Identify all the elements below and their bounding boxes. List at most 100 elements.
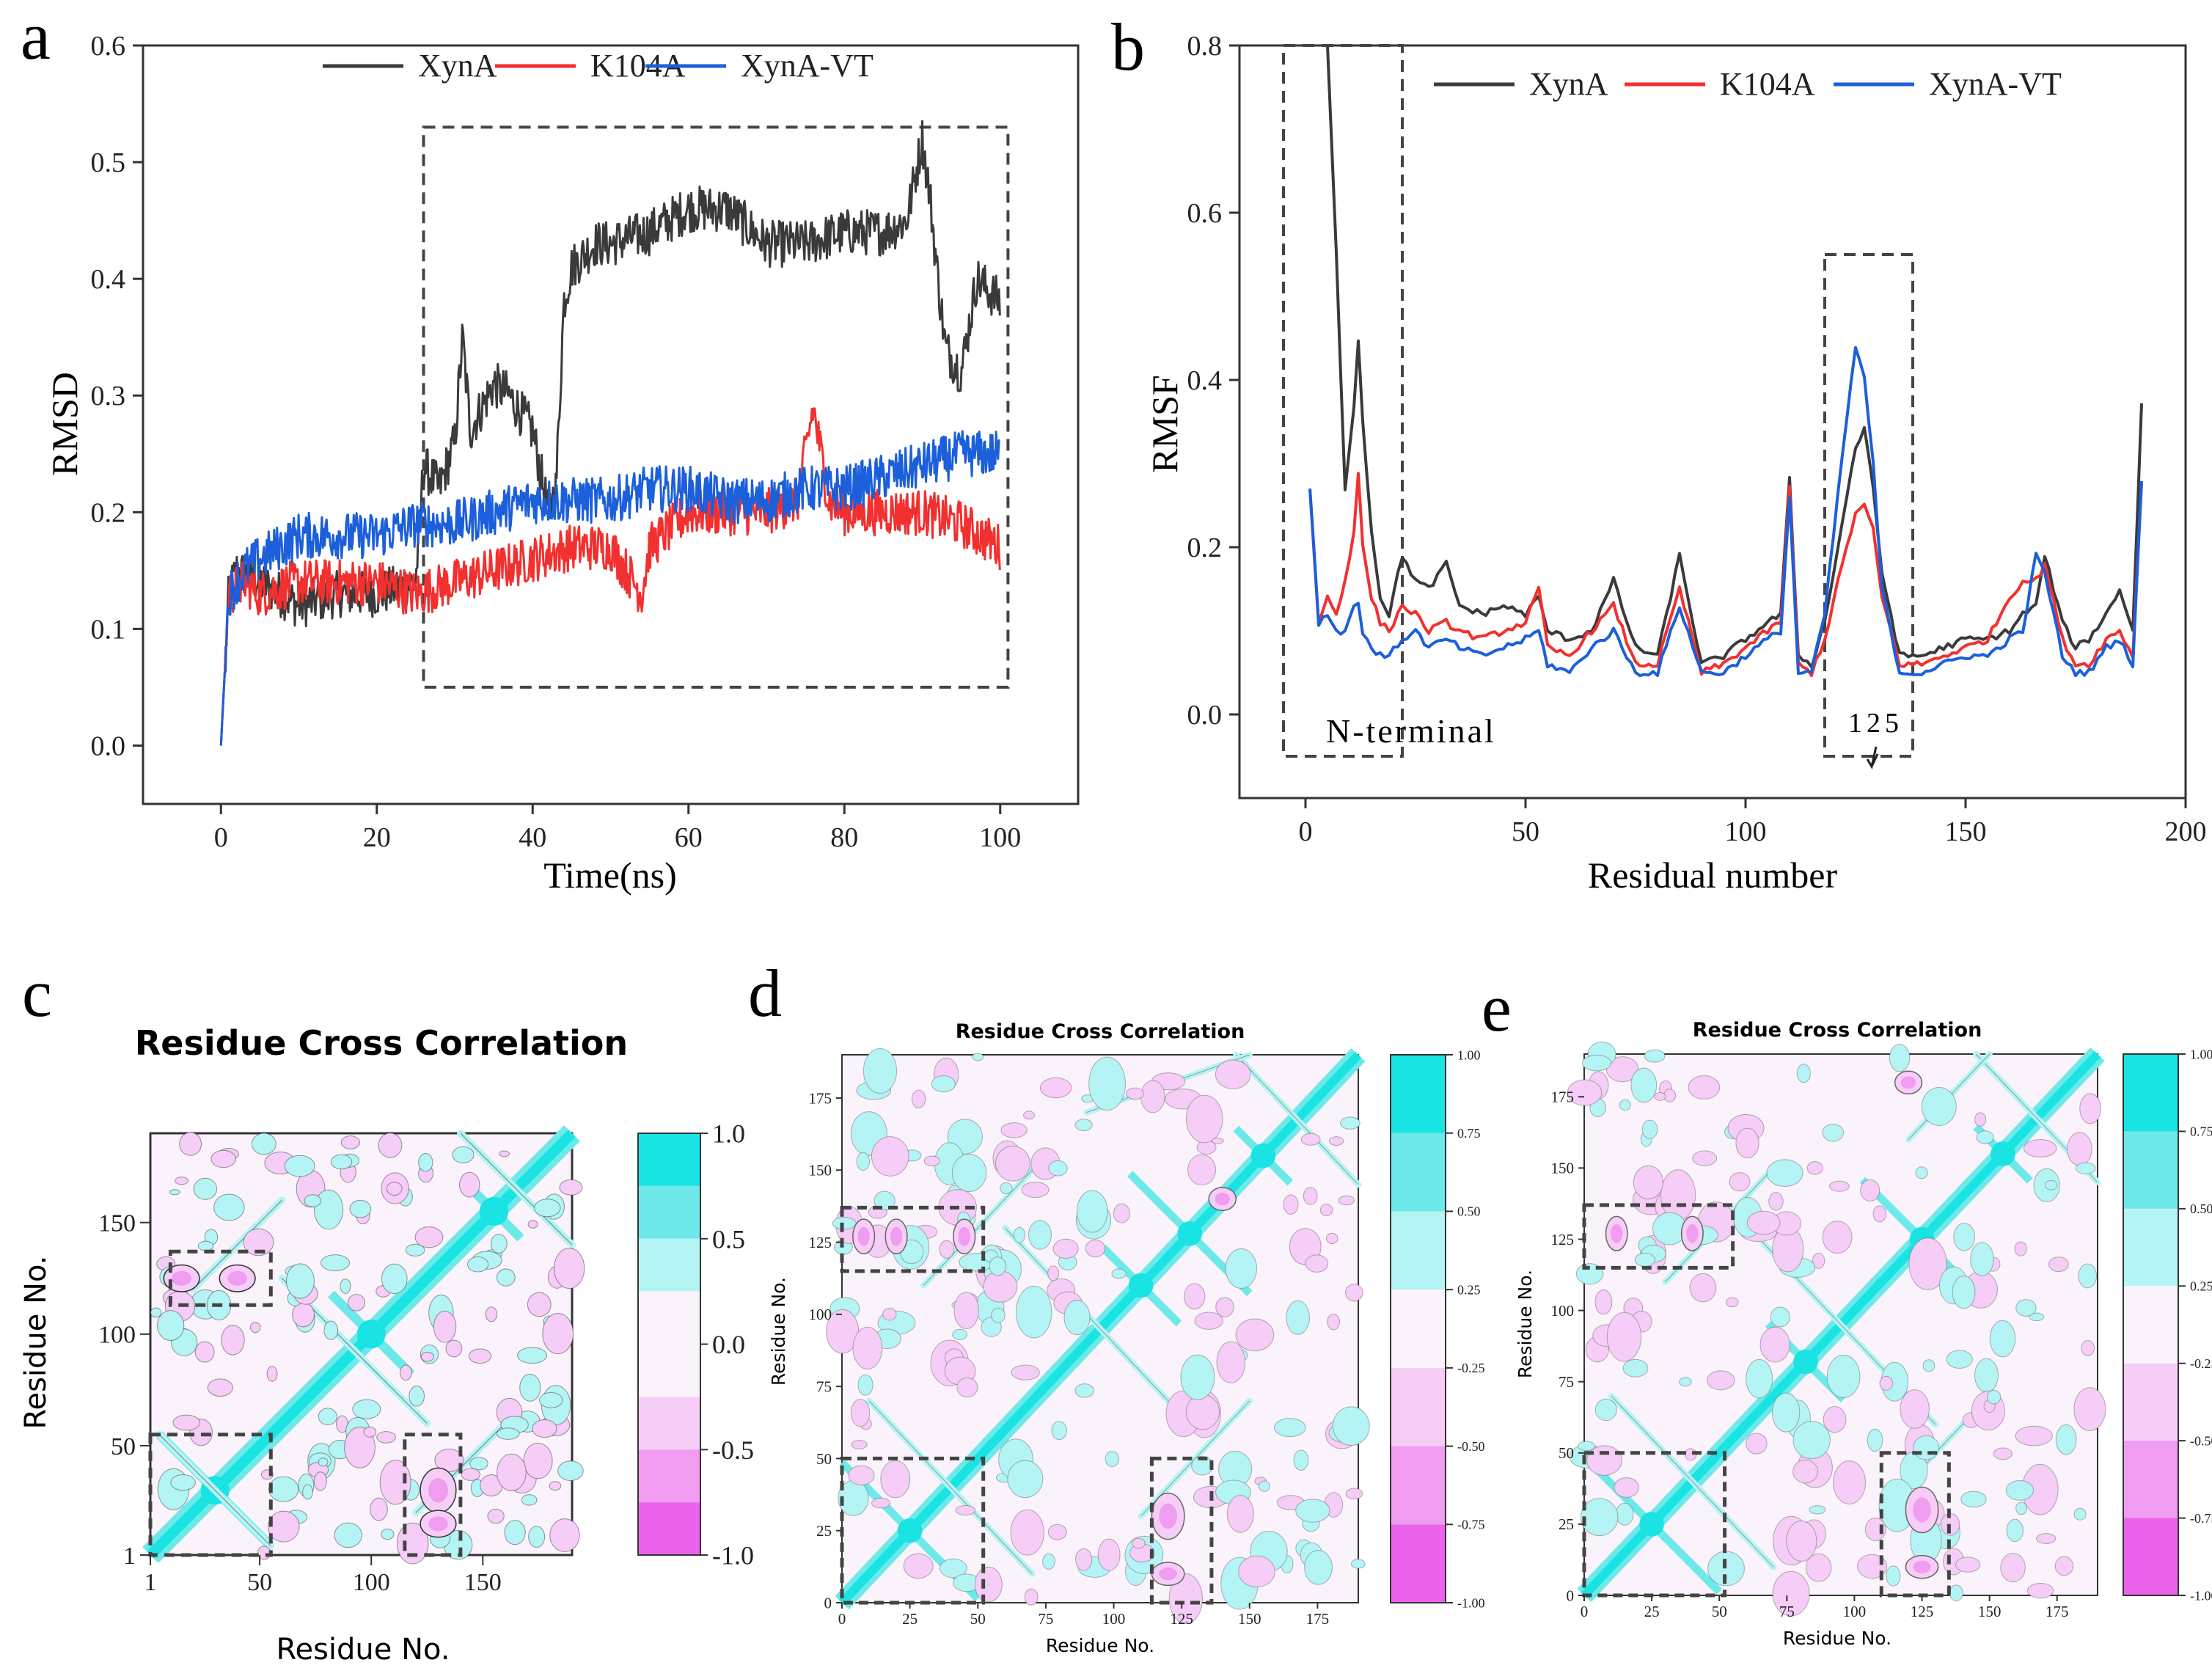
colorbar-segment	[1391, 1367, 1446, 1446]
x-tick-label: 25	[1644, 1603, 1660, 1620]
positive-patch	[1641, 1119, 1658, 1139]
negative-patch	[340, 1135, 361, 1149]
negative-patch	[1300, 1133, 1321, 1146]
correlation-hub	[479, 1196, 509, 1226]
negative-patch	[1606, 1312, 1642, 1362]
y-tick-label: 150	[809, 1162, 832, 1179]
negative-patch	[1768, 1192, 1784, 1211]
highlight-box	[1282, 44, 1404, 758]
negative-patch	[1075, 1548, 1093, 1571]
x-tick-label: 50	[1712, 1603, 1727, 1620]
colorbar-tick-label: -0.5	[712, 1435, 754, 1465]
colorbar-frame	[1390, 1054, 1446, 1603]
negative-patch	[445, 1339, 463, 1358]
positive-patch	[940, 1558, 967, 1579]
x-tick-label: 175	[2046, 1603, 2069, 1620]
colorbar-tick-label: -1.0	[712, 1541, 754, 1570]
negative-patch	[850, 1399, 871, 1427]
negative-patch	[527, 1220, 538, 1229]
negative-patch	[1345, 1488, 1363, 1499]
colorbar-segment	[1391, 1133, 1446, 1212]
negative-patch	[378, 1133, 403, 1158]
negative-patch	[1235, 1318, 1275, 1352]
x-tick-label: 175	[1306, 1610, 1330, 1628]
negative-patch	[974, 1566, 1003, 1603]
negative-core	[1611, 1223, 1623, 1243]
x-tick-label: 150	[464, 1569, 502, 1596]
colorbar-tick-label: -0.50	[1457, 1439, 1485, 1454]
positive-patch	[1273, 1418, 1306, 1438]
negative-patch	[553, 1248, 585, 1290]
negative-patch	[1974, 1112, 1987, 1127]
negative-patch	[1726, 1297, 1739, 1308]
negative-patch	[1194, 1312, 1224, 1330]
positive-patch	[1970, 1242, 1994, 1276]
x-tick-label: 100	[1102, 1610, 1126, 1628]
negative-patch	[1325, 1232, 1338, 1245]
contour-line	[1611, 1395, 1774, 1568]
positive-patch	[989, 1257, 1007, 1276]
positive-patch	[1578, 1441, 1596, 1452]
y-tick-label: 0.6	[1187, 198, 1223, 229]
colorbar-segment	[2123, 1131, 2178, 1209]
positive-patch	[1304, 1550, 1333, 1585]
colorbar-segment	[2123, 1286, 2178, 1364]
positive-patch	[193, 1177, 218, 1200]
x-axis-label: Time(ns)	[543, 855, 677, 896]
positive-patch	[1974, 1358, 1999, 1393]
colorbar-tick-label: 0.25	[1457, 1282, 1481, 1297]
x-axis-label: Residue No.	[1783, 1628, 1891, 1649]
colorbar-tick-label: 0.25	[2190, 1279, 2212, 1294]
positive-patch	[951, 1153, 987, 1192]
colorbar-segment	[638, 1502, 700, 1555]
panel-letter-b: b	[1111, 10, 1145, 84]
y-tick-label: 0.2	[1187, 533, 1223, 563]
positive-patch	[1007, 1460, 1044, 1499]
negative-patch	[1872, 1205, 1887, 1223]
positive-patch	[1630, 1067, 1658, 1103]
negative-patch	[1305, 1254, 1329, 1273]
series-k104a-line	[219, 407, 1001, 746]
colorbar-segment	[638, 1397, 700, 1450]
positive-patch	[519, 1373, 541, 1402]
x-tick-label: 50	[1512, 816, 1539, 847]
colorbar-tick-label: -0.25	[1457, 1361, 1485, 1375]
x-tick-label: 40	[519, 822, 546, 853]
positive-patch	[452, 1146, 475, 1163]
y-tick-label: 0	[824, 1594, 832, 1612]
positive-patch	[1826, 1354, 1861, 1398]
negative-patch	[871, 1136, 909, 1177]
colorbar-segment	[638, 1238, 700, 1292]
contour-line	[192, 1199, 282, 1290]
positive-patch	[1634, 1252, 1655, 1268]
negative-core	[1159, 1568, 1177, 1581]
rmsf-line-chart: 0 50 100 150 200 0.0 0.2 0.4 0.6 0.8 XynA K104A Xyn…	[1144, 31, 2207, 896]
highlight-box	[1582, 1203, 1735, 1270]
positive-patch	[1949, 1584, 1963, 1602]
negative-patch	[1345, 1284, 1363, 1302]
y-tick-label: 25	[816, 1522, 832, 1540]
positive-patch	[1594, 1398, 1617, 1422]
positive-patch	[1960, 1490, 1987, 1508]
positive-patch	[1350, 1559, 1366, 1569]
colorbar-frame	[2123, 1053, 2179, 1596]
negative-patch	[1052, 1238, 1079, 1259]
x-tick-label: 60	[675, 822, 703, 853]
positive-patch	[302, 1484, 313, 1500]
positive-patch	[467, 1257, 489, 1273]
negative-patch	[955, 1504, 975, 1516]
positive-patch	[285, 1263, 315, 1299]
colorbar-tick-label: -1.00	[1457, 1595, 1485, 1610]
negative-patch	[1215, 1059, 1251, 1089]
x-tick-label: 50	[970, 1610, 986, 1628]
y-axis-label: Residue No.	[1515, 1270, 1536, 1378]
negative-patch	[414, 1226, 444, 1248]
negative-patch	[549, 1481, 562, 1491]
negative-patch	[1900, 1389, 1930, 1429]
negative-patch	[2036, 1533, 2057, 1544]
positive-patch	[197, 1240, 214, 1251]
negative-patch	[911, 1089, 926, 1108]
positive-patch	[409, 1386, 425, 1407]
positive-patch	[1644, 1049, 1666, 1063]
